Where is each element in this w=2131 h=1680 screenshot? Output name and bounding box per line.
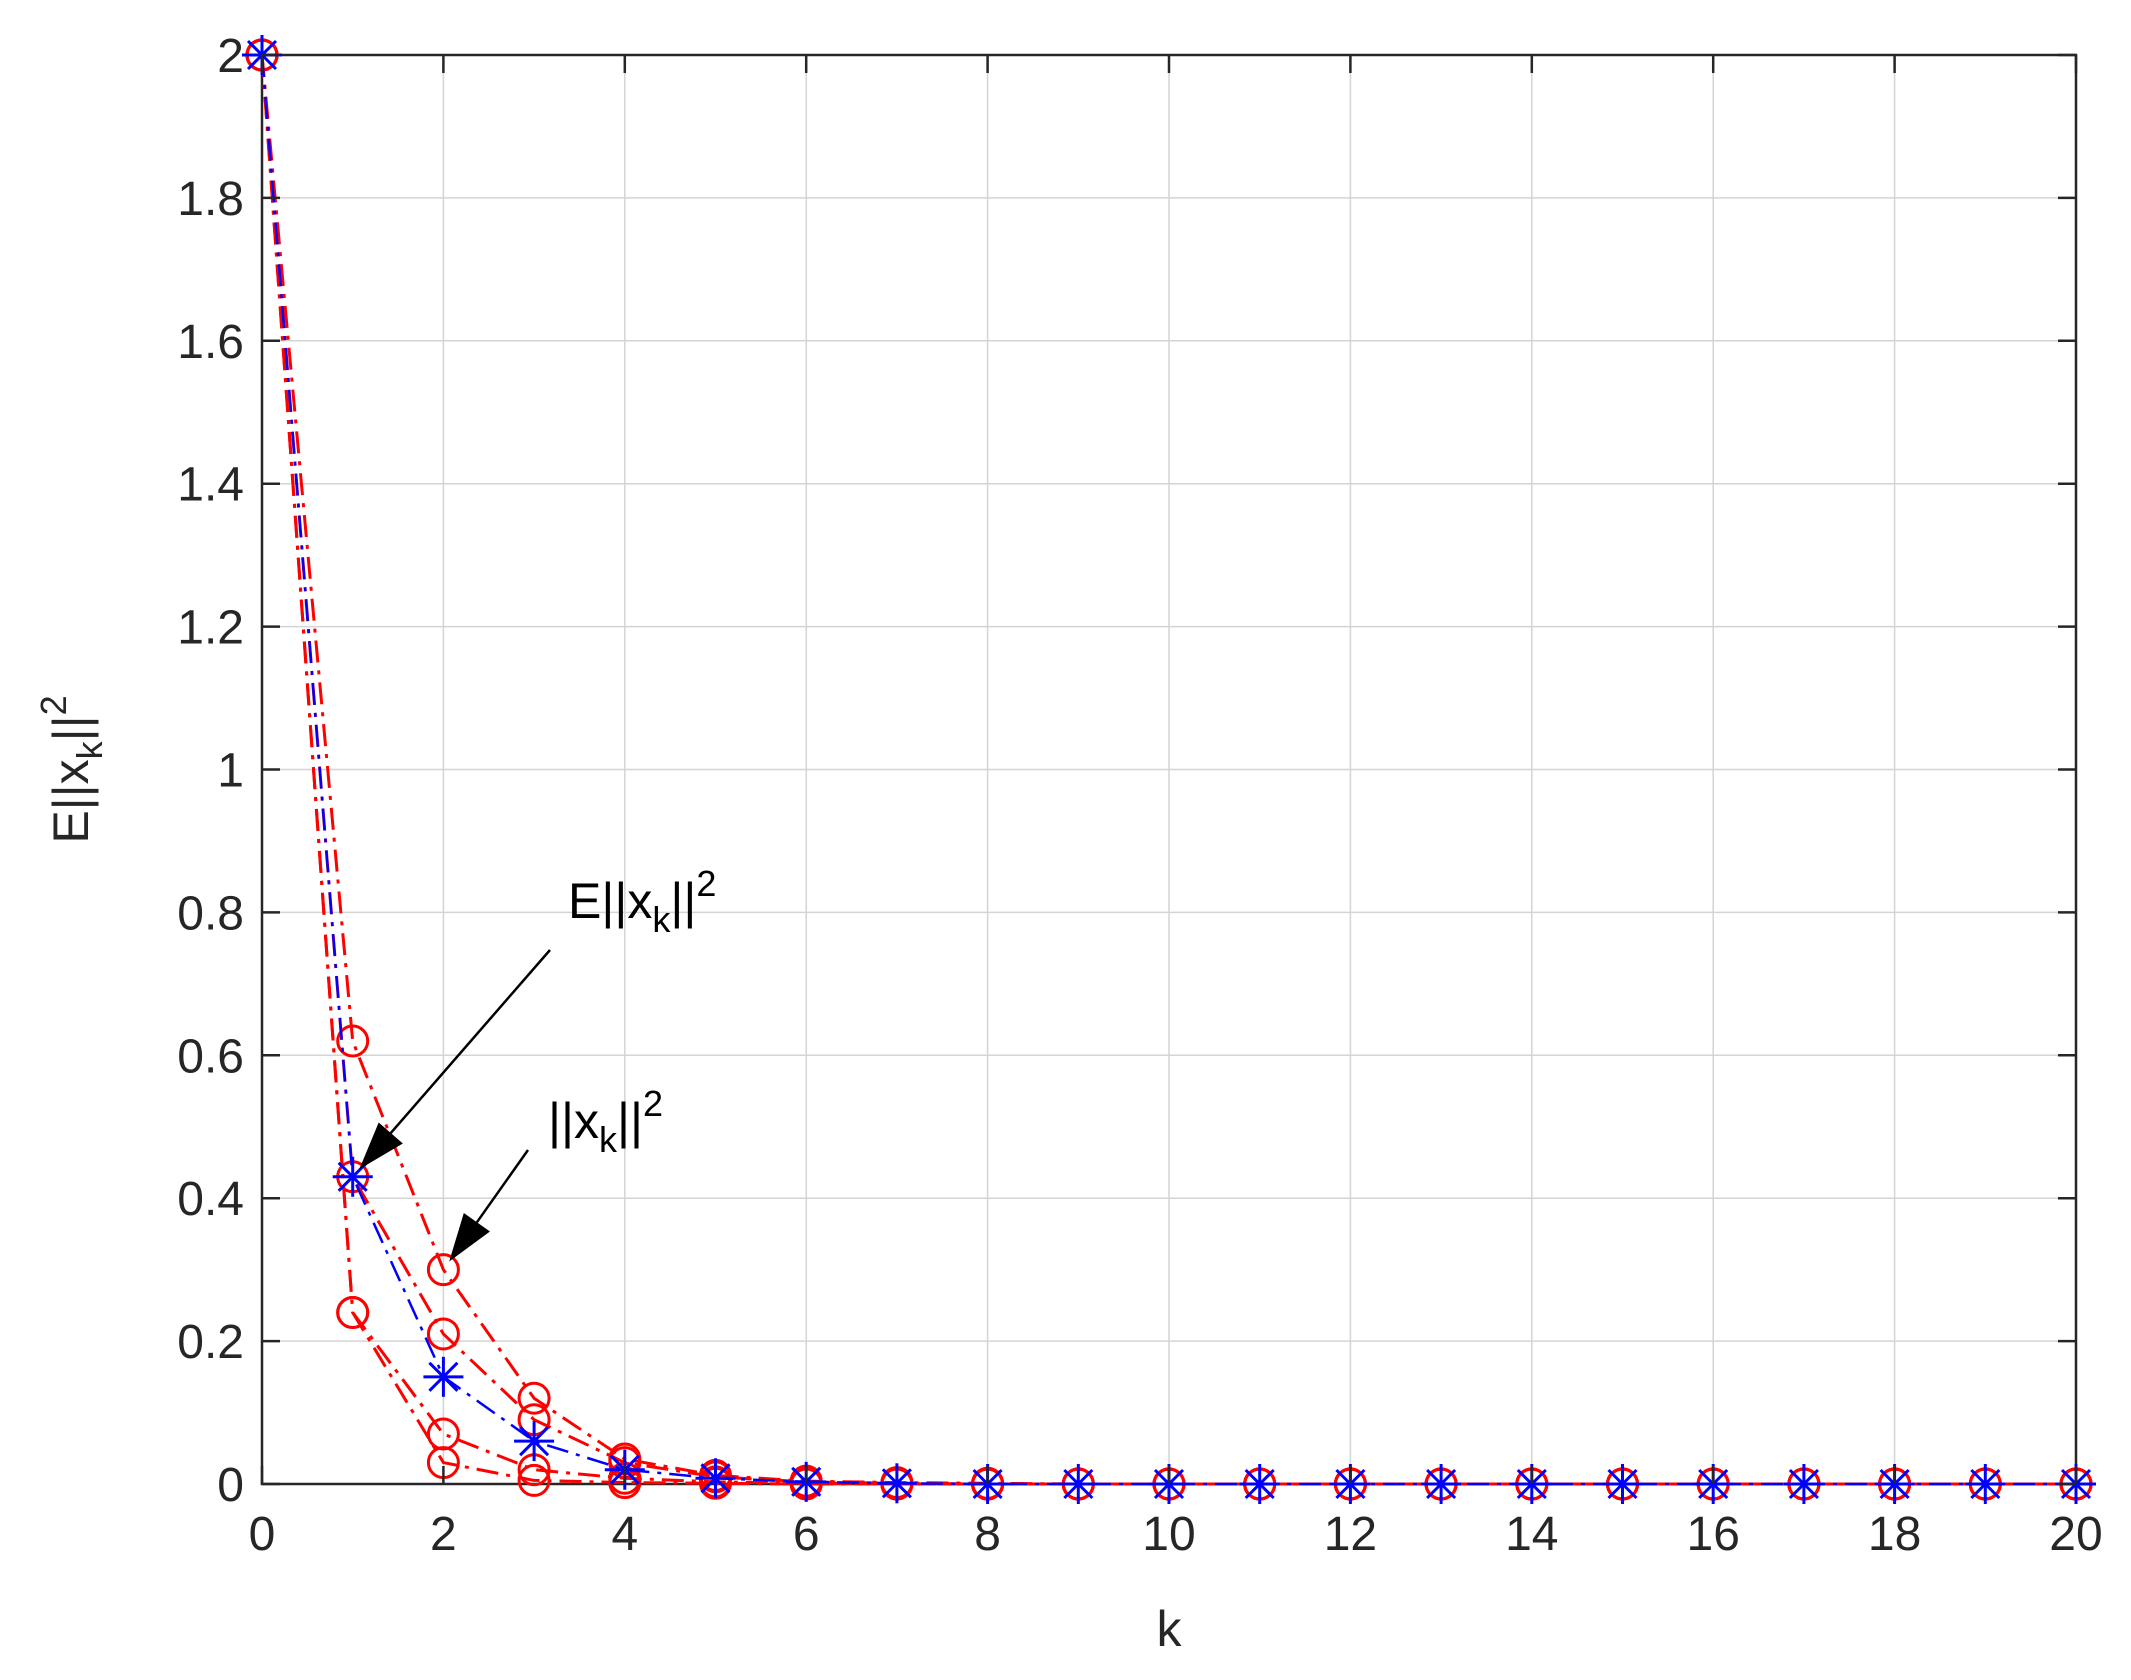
y-axis-label-sub: k	[69, 740, 110, 759]
data-point	[1239, 1464, 1280, 1504]
annotation-norm-mid: ||	[617, 1093, 643, 1149]
annotation-norm-base: ||x	[548, 1093, 599, 1149]
data-point	[517, 1463, 551, 1497]
data-point	[336, 1024, 370, 1058]
y-axis-label: E||xk||2	[33, 695, 110, 843]
x-tick-label: 2	[430, 1508, 457, 1561]
data-point	[426, 1253, 460, 1287]
annotation-norm-arrow	[449, 1149, 530, 1262]
y-tick-label: 1.6	[177, 316, 244, 369]
y-tick-label: 0	[217, 1459, 244, 1512]
data-point	[336, 1296, 370, 1330]
y-tick-label: 1	[217, 745, 244, 798]
data-point	[1965, 1464, 2006, 1504]
y-tick-label: 0.4	[177, 1173, 244, 1226]
data-point	[426, 1317, 460, 1351]
data-point	[876, 1463, 917, 1504]
y-tick-label: 0.2	[177, 1316, 244, 1369]
annotation-expected-norm: E||xk||2	[568, 863, 716, 940]
annotation-norm: ||xk||2	[548, 1083, 663, 1160]
series-line	[260, 54, 2076, 1486]
x-tick-label: 4	[611, 1508, 638, 1561]
y-tick-label: 0.8	[177, 887, 244, 940]
arrow-shaft	[389, 949, 551, 1134]
x-tick-label: 14	[1505, 1508, 1558, 1561]
data-point	[1421, 1464, 1462, 1504]
arrow-head	[449, 1213, 490, 1262]
annotation-expected-norm-arrow	[359, 949, 551, 1170]
x-tick-label: 8	[974, 1508, 1001, 1561]
arrow-shaft	[475, 1149, 530, 1224]
annotation-norm-sub: k	[599, 1119, 618, 1160]
arrow-head	[359, 1122, 403, 1170]
x-tick-label: 20	[2049, 1508, 2102, 1561]
y-tick-label: 1.2	[177, 602, 244, 655]
data-point	[1783, 1464, 1824, 1504]
annotation-expected-norm-mid: ||	[670, 873, 696, 929]
y-axis-label-base: E||x	[43, 759, 99, 843]
data-point	[514, 1421, 555, 1462]
annotation-norm-sup: 2	[643, 1083, 663, 1124]
x-tick-label: 10	[1142, 1508, 1195, 1561]
x-tick-label: 16	[1687, 1508, 1740, 1561]
y-axis-label-mid: ||	[43, 715, 99, 741]
y-axis-label-sup: 2	[33, 695, 74, 715]
data-point	[1602, 1464, 1643, 1504]
x-tick-label: 18	[1868, 1508, 1921, 1561]
data-point	[517, 1381, 551, 1415]
annotation-expected-norm-sup: 2	[696, 863, 716, 904]
x-tick-label: 12	[1324, 1508, 1377, 1561]
data-point	[695, 1458, 736, 1499]
x-tick-label: 0	[249, 1508, 276, 1561]
x-tick-label: 6	[793, 1508, 820, 1561]
y-tick-label: 2	[217, 30, 244, 83]
annotation-expected-norm-base: E||x	[568, 873, 652, 929]
y-tick-label: 1.8	[177, 173, 244, 226]
ticks: 0 2 4 6 8 10 12 14 16 18 20 0 0.2 0.4 0.6 0.8 1 1.2 1.4 1.6…	[177, 30, 2102, 1561]
annotation-expected-norm-sub: k	[652, 899, 671, 940]
y-tick-label: 1.4	[177, 459, 244, 512]
x-axis-label: k	[1157, 1601, 1183, 1657]
y-tick-label: 0.6	[177, 1030, 244, 1083]
data-point	[423, 1356, 464, 1397]
data-point	[1058, 1464, 1099, 1504]
